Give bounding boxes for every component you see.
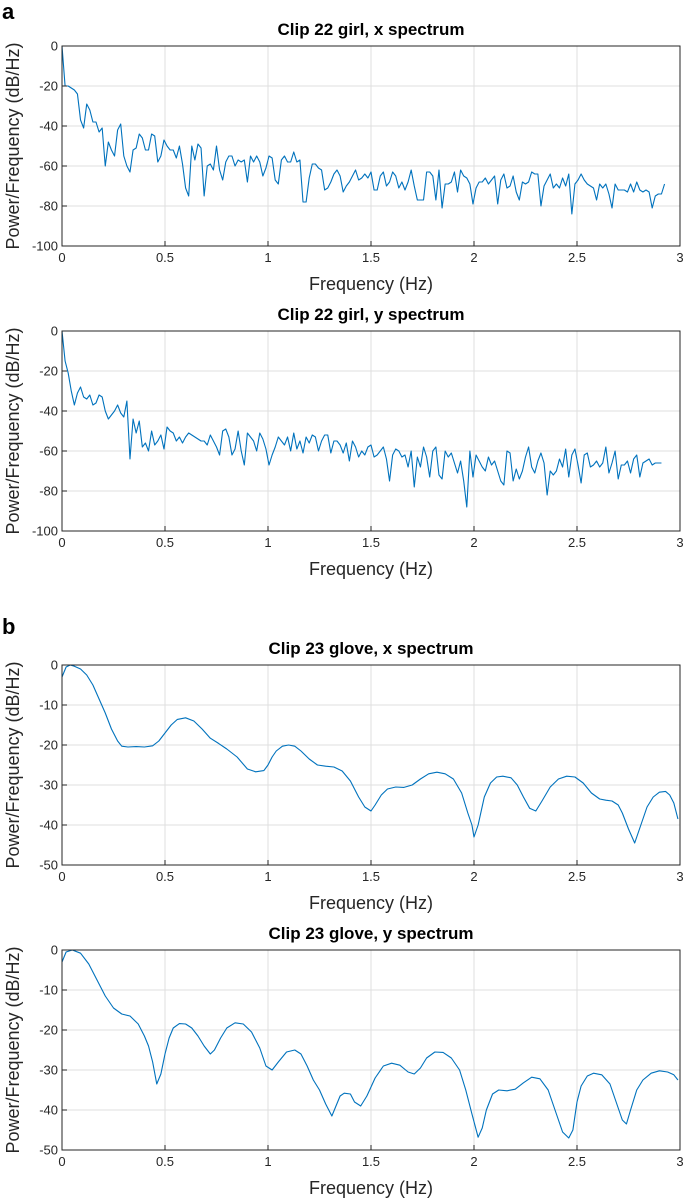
y-axis-label: Power/Frequency (dB/Hz) [3, 661, 23, 868]
x-tick-label: 0.5 [156, 1154, 174, 1169]
x-tick-label: 1 [264, 869, 271, 884]
x-tick-label: 0 [58, 535, 65, 550]
chart-4: 0 0.5 1 1.5 2 2.5 3 0 -10 -20 -30 -40 -50 Clip 23 glo… [3, 924, 684, 1198]
y-axis-label: Power/Frequency (dB/Hz) [3, 327, 23, 534]
x-axis-label: Frequency (Hz) [309, 1178, 433, 1198]
chart-title: Clip 23 glove, y spectrum [268, 924, 473, 943]
x-tick-label: 1 [264, 250, 271, 265]
x-tick-label: 1.5 [362, 535, 380, 550]
y-tick-label: -20 [39, 1023, 58, 1038]
y-tick-label: 0 [51, 324, 58, 339]
x-tick-label: 2.5 [568, 869, 586, 884]
y-tick-label: 0 [51, 943, 58, 958]
y-tick-label: -20 [39, 79, 58, 94]
x-tick-label: 0.5 [156, 250, 174, 265]
y-tick-label: 0 [51, 658, 58, 673]
chart-3: 0 0.5 1 1.5 2 2.5 3 0 -10 -20 -30 -40 -50 Clip 23 glo… [3, 639, 684, 913]
x-tick-label: 0 [58, 1154, 65, 1169]
x-tick-label: 1.5 [362, 1154, 380, 1169]
y-tick-label: -40 [39, 1103, 58, 1118]
y-tick-label: -20 [39, 738, 58, 753]
y-axis-label: Power/Frequency (dB/Hz) [3, 946, 23, 1153]
x-tick-label: 1 [264, 535, 271, 550]
y-tick-label: -10 [39, 983, 58, 998]
x-axis-label: Frequency (Hz) [309, 274, 433, 294]
x-tick-label: 2.5 [568, 535, 586, 550]
chart-1: 0 0.5 1 1.5 2 2.5 3 0 -20 -40 -60 -80 -100 Clip 22 gi… [3, 20, 684, 294]
x-tick-label: 1.5 [362, 869, 380, 884]
y-tick-label: -60 [39, 159, 58, 174]
y-tick-label: -100 [32, 239, 58, 254]
x-tick-label: 2 [470, 869, 477, 884]
x-tick-label: 0 [58, 869, 65, 884]
panel-label-b: b [2, 614, 15, 639]
chart-title: Clip 22 girl, x spectrum [277, 20, 464, 39]
chart-title: Clip 22 girl, y spectrum [277, 305, 464, 324]
x-axis-label: Frequency (Hz) [309, 559, 433, 579]
y-tick-label: -30 [39, 1063, 58, 1078]
y-tick-label: -40 [39, 404, 58, 419]
x-tick-label: 3 [676, 250, 683, 265]
series-line-y-spectrum [61, 949, 679, 1139]
x-tick-label: 2 [470, 250, 477, 265]
y-tick-label: -50 [39, 1143, 58, 1158]
y-tick-label: 0 [51, 39, 58, 54]
x-tick-label: 2.5 [568, 250, 586, 265]
series-line-y-spectrum [61, 330, 662, 508]
panel-label-a: a [2, 0, 15, 24]
series-line-x-spectrum [61, 664, 679, 844]
x-tick-label: 2 [470, 535, 477, 550]
x-tick-label: 0.5 [156, 535, 174, 550]
chart-title: Clip 23 glove, x spectrum [268, 639, 473, 658]
y-tick-label: -40 [39, 818, 58, 833]
y-tick-label: -80 [39, 199, 58, 214]
x-tick-label: 2 [470, 1154, 477, 1169]
x-tick-label: 1 [264, 1154, 271, 1169]
y-tick-label: -80 [39, 484, 58, 499]
x-axis-label: Frequency (Hz) [309, 893, 433, 913]
y-axis-label: Power/Frequency (dB/Hz) [3, 42, 23, 249]
y-tick-label: -100 [32, 524, 58, 539]
x-tick-label: 0.5 [156, 869, 174, 884]
x-tick-label: 3 [676, 535, 683, 550]
y-tick-label: -10 [39, 698, 58, 713]
y-tick-label: -40 [39, 119, 58, 134]
y-tick-label: -30 [39, 778, 58, 793]
y-tick-label: -20 [39, 364, 58, 379]
series-line-x-spectrum [61, 45, 666, 215]
x-tick-label: 3 [676, 1154, 683, 1169]
x-tick-label: 2.5 [568, 1154, 586, 1169]
x-tick-label: 0 [58, 250, 65, 265]
y-tick-label: -50 [39, 858, 58, 873]
x-tick-label: 3 [676, 869, 683, 884]
x-tick-label: 1.5 [362, 250, 380, 265]
y-tick-label: -60 [39, 444, 58, 459]
chart-2: 0 0.5 1 1.5 2 2.5 3 0 -20 -40 -60 -80 -100 Clip 22 gi… [3, 305, 684, 579]
